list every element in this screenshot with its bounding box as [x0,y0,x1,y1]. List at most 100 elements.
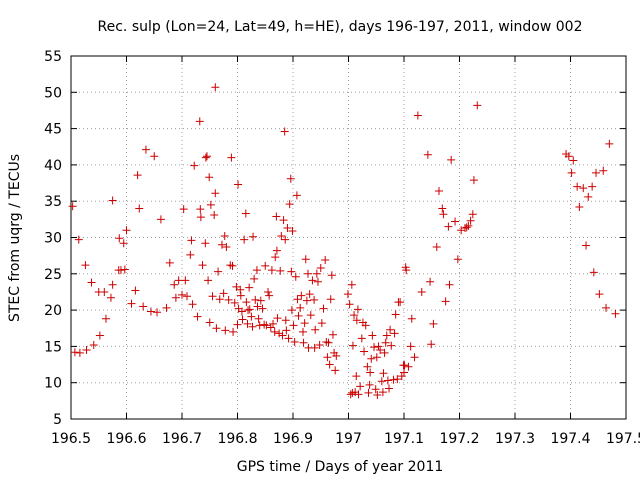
data-point [267,266,276,275]
data-point [410,353,419,362]
data-point [595,290,604,299]
data-point [564,152,573,161]
data-point [380,348,389,357]
data-point [277,232,286,241]
data-point [310,343,319,352]
data-point [150,152,159,161]
data-point [466,216,475,225]
data-point [396,298,405,307]
data-point [186,250,195,259]
data-point [366,368,375,377]
x-tick-label: 197.2 [439,431,479,447]
data-point [575,203,584,212]
data-point [219,289,228,298]
data-point [119,239,128,248]
data-point [283,224,292,233]
data-point [264,287,273,296]
data-point [350,311,359,320]
data-point [230,298,239,307]
data-point [332,351,341,360]
data-point [567,168,576,177]
data-point [214,267,223,276]
data-point [290,338,299,347]
data-point [402,266,411,275]
data-point [127,299,136,308]
data-point [584,192,593,201]
data-point [599,166,608,175]
data-point [379,369,388,378]
data-point [248,322,257,331]
data-point [182,292,191,301]
data-point [240,235,249,244]
data-point [229,327,238,336]
data-point [312,269,321,278]
data-point [373,391,382,400]
data-point [227,153,236,162]
data-point [376,346,385,355]
data-point [254,314,263,323]
data-point [100,287,109,296]
data-point [245,283,254,292]
data-point [181,276,190,285]
x-tick-label: 197.3 [495,431,535,447]
data-point [592,168,601,177]
data-point [377,377,386,386]
y-tick-label: 35 [44,194,62,210]
data-point [361,321,370,330]
data-point [311,325,320,334]
data-point [321,256,330,265]
data-point [272,246,281,255]
data-point [236,285,245,294]
data-point [215,295,224,304]
y-tick-label: 20 [44,303,62,319]
data-point [226,261,235,270]
data-point [193,312,202,321]
data-point [438,204,447,213]
data-point [453,255,462,264]
data-point [445,280,454,289]
data-point [135,204,144,213]
data-point [306,311,315,320]
data-point [220,232,229,241]
data-point [297,291,306,300]
data-point [579,184,588,193]
x-tick-label: 197.1 [384,431,424,447]
data-point [406,342,415,351]
data-point [68,202,77,211]
data-point [346,390,355,399]
data-point [236,291,245,300]
data-point [582,241,591,250]
data-point [243,319,252,328]
data-point [605,139,614,148]
data-point [95,331,104,340]
data-point [413,111,422,120]
data-point [324,338,333,347]
data-point [289,321,298,330]
data-point [326,295,335,304]
data-point [282,326,291,335]
data-point [352,316,361,325]
axes [70,55,627,420]
data-point [131,286,140,295]
data-point [426,277,435,286]
data-point [378,388,387,397]
data-point [276,266,285,275]
data-point [116,266,125,275]
data-point [301,255,310,264]
data-point [244,306,253,315]
data-point [81,261,90,270]
data-point [444,222,453,231]
data-point [296,303,305,312]
data-point [368,331,377,340]
y-tick-label: 30 [44,231,62,247]
data-point [115,234,124,243]
data-point [381,338,390,347]
x-axis-label: GPS time / Days of year 2011 [237,459,444,475]
data-point [468,210,477,219]
data-point [305,290,314,299]
data-point [300,319,309,328]
data-point [404,362,413,371]
data-point [287,267,296,276]
data-point [75,348,84,357]
data-point [400,361,409,370]
